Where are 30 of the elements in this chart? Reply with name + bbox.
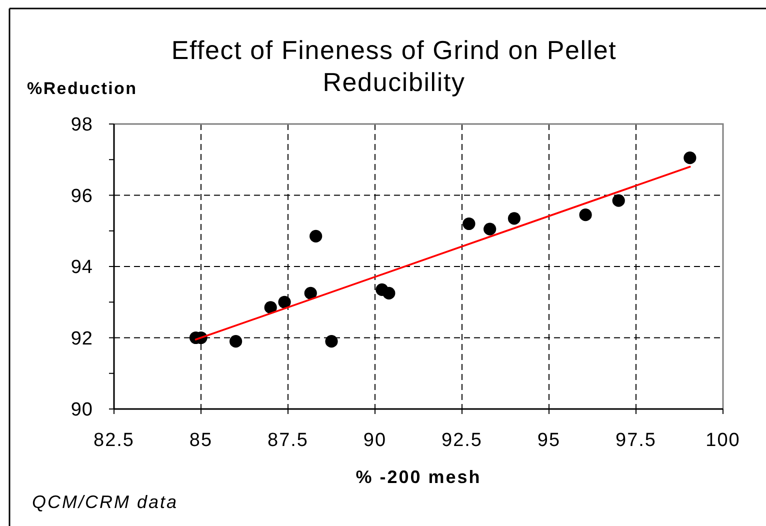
y-tick-label: 96 [70, 186, 93, 207]
x-tick-label: 97.5 [616, 430, 656, 451]
y-tick-label: 94 [70, 257, 93, 278]
point [579, 208, 592, 222]
x-tick-label: 87.5 [268, 430, 308, 451]
point [325, 335, 338, 348]
x-axis-title: % -200 mesh [356, 467, 482, 487]
point [310, 230, 322, 243]
x-tick-label: 85 [189, 430, 213, 451]
point [462, 217, 476, 230]
y-tick-label: 98 [70, 114, 93, 136]
x-tick-label: 92.5 [442, 430, 482, 451]
point [278, 296, 291, 308]
x-tick-label: 95 [537, 430, 561, 451]
point [304, 286, 317, 300]
text: QCM/CRM data [32, 492, 178, 512]
x-tick-label: 90 [363, 430, 387, 451]
point [382, 286, 396, 300]
y-tick-label: 90 [70, 400, 93, 421]
point [612, 194, 625, 207]
point [484, 222, 496, 236]
y-tick-label: 92 [70, 328, 93, 350]
chart-title: Effect of Fineness of Grind on Pellet Reducibility [171, 35, 617, 97]
point [230, 335, 242, 348]
point [508, 212, 520, 225]
point [684, 152, 696, 164]
x-tick-label: 100 [706, 430, 740, 451]
point [264, 301, 277, 314]
x-tick-label: 82.5 [94, 430, 134, 451]
y-axis-title: %Reduction [27, 79, 138, 98]
